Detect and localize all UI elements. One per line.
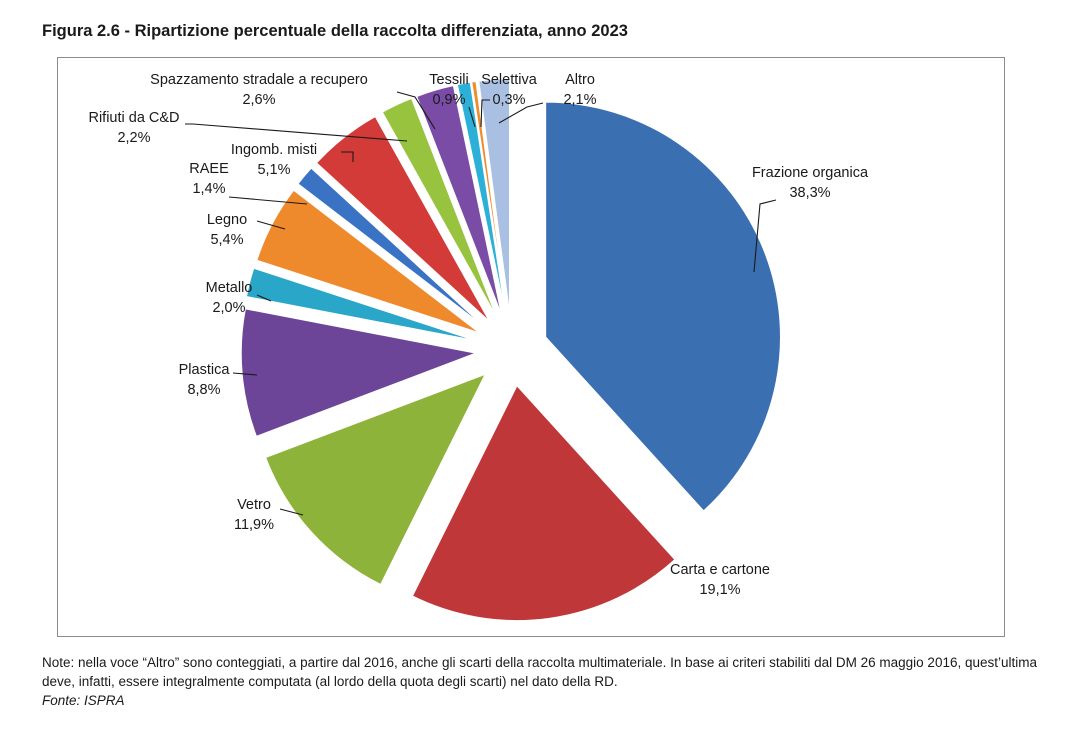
slice-label-tessili: Tessili 0,9% bbox=[429, 72, 468, 108]
slice-label-carta-e-cartone: Carta e cartone 19,1% bbox=[670, 562, 770, 598]
slice-label-legno: Legno 5,4% bbox=[207, 212, 247, 248]
slice-label-raee: RAEE 1,4% bbox=[189, 161, 229, 197]
leader-line bbox=[228, 196, 308, 205]
leader-line bbox=[341, 151, 354, 162]
slice-label-plastica: Plastica 8,8% bbox=[179, 362, 231, 398]
pie-slice-tessili bbox=[456, 81, 507, 315]
slice-label-spazzamento-stradale-a-recupero: Spazzamento stradale a recupero 2,6% bbox=[150, 72, 368, 108]
slice-label-frazione-organica: Frazione organica 38,3% bbox=[752, 165, 869, 201]
leader-line bbox=[185, 123, 408, 142]
slice-label-metallo: Metallo 2,0% bbox=[206, 280, 253, 316]
pie-chart: Frazione organica 38,3% Carta e cartone 19,… bbox=[88, 72, 869, 622]
pie-slice-ingomb-misti bbox=[315, 115, 491, 323]
leader-line bbox=[279, 508, 304, 516]
leader-line bbox=[232, 372, 258, 376]
pie-slice-altro bbox=[478, 78, 511, 315]
pie-slice-vetro bbox=[264, 373, 487, 586]
figure-title: Figura 2.6 - Ripartizione percentuale de… bbox=[42, 22, 628, 40]
pie-slice-metallo bbox=[245, 267, 478, 342]
pie-slice-rifiuti-da-c-d bbox=[381, 97, 498, 318]
leader-line bbox=[753, 199, 777, 273]
leader-line bbox=[468, 106, 476, 128]
slice-label-selettiva: Selettiva 0,3% bbox=[481, 72, 538, 108]
chart-note: Note: nella voce “Altro” sono conteggiat… bbox=[42, 655, 1038, 689]
leader-line bbox=[396, 91, 436, 130]
leader-line bbox=[256, 220, 286, 230]
pie-slice-spazzamento-stradale-a-recupero bbox=[415, 84, 503, 316]
slice-label-vetro: Vetro 11,9% bbox=[234, 497, 274, 533]
chart-frame bbox=[57, 57, 1005, 637]
leader-line bbox=[480, 99, 490, 128]
pie-slice-carta-e-cartone bbox=[411, 384, 676, 622]
pie-slice-raee bbox=[297, 167, 485, 328]
slice-label-ingomb-misti: Ingomb. misti 5,1% bbox=[231, 142, 317, 178]
leader-line bbox=[498, 102, 544, 124]
slice-label-rifiuti-da-c-d: Rifiuti da C&D 2,2% bbox=[88, 110, 179, 146]
chart-source: Fonte: ISPRA bbox=[42, 693, 125, 708]
pie-slice-frazione-organica bbox=[544, 101, 782, 512]
slice-label-altro: Altro 2,1% bbox=[563, 72, 596, 108]
pie-slice-selettiva bbox=[470, 80, 508, 315]
pie-slice-legno bbox=[255, 189, 481, 334]
leader-line bbox=[256, 294, 272, 302]
